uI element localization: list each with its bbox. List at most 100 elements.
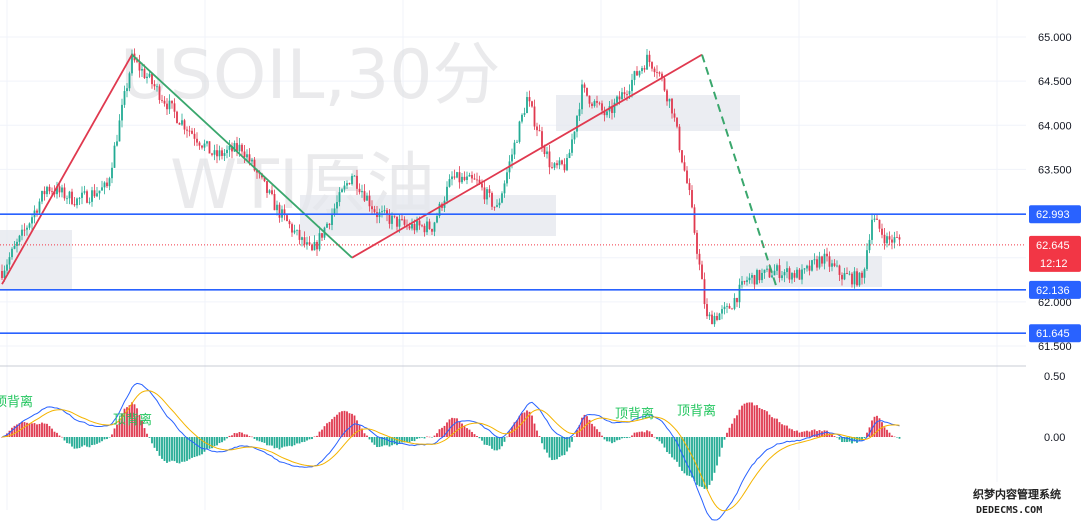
candle-body [41, 191, 43, 202]
candle-body [216, 150, 218, 157]
candle-body [163, 100, 166, 104]
macd-histogram-bar [96, 437, 98, 444]
macd-histogram-bar [76, 437, 78, 449]
candle-body [768, 268, 771, 278]
macd-histogram-bar [546, 437, 548, 453]
candle-body [208, 141, 211, 154]
candle-body [636, 71, 638, 76]
macd-histogram-bar [156, 437, 158, 451]
macd-histogram-bar [741, 405, 743, 437]
macd-histogram-bar [553, 437, 556, 460]
candle-body [371, 206, 373, 210]
macd-histogram-bar [178, 437, 181, 464]
price-tick-label: 62.000 [1038, 297, 1072, 309]
candle-body [326, 223, 328, 228]
candle-body [573, 131, 576, 140]
candle-body [308, 242, 311, 245]
macd-line [1, 382, 900, 521]
candle-body [1, 270, 3, 279]
candle-body [868, 239, 871, 251]
macd-histogram-bar [73, 437, 76, 449]
candle-body [431, 228, 433, 232]
price-tick-label: 65.000 [1038, 32, 1072, 44]
candle-body [283, 209, 286, 216]
candle-body [3, 270, 6, 279]
candle-body [268, 190, 271, 193]
countdown-label: 12:12 [1040, 258, 1068, 270]
macd-histogram-bar [133, 404, 136, 437]
candle-body [748, 277, 751, 281]
candle-body [736, 298, 738, 303]
candle-body [438, 203, 441, 217]
macd-histogram-bar [301, 437, 303, 443]
candle-body [178, 122, 181, 125]
macd-histogram-bar [888, 432, 891, 437]
candle-body [318, 233, 321, 250]
candle-body [98, 190, 101, 194]
candle-body [648, 54, 651, 63]
macd-histogram-bar [603, 437, 606, 440]
macd-histogram-bar [763, 410, 766, 437]
macd-histogram-bar [701, 437, 703, 487]
candle-body [321, 233, 323, 238]
macd-histogram-bar [243, 434, 246, 437]
candle-body [731, 308, 733, 310]
macd-histogram-bar [253, 437, 256, 439]
macd-histogram-bar [166, 437, 168, 463]
macd-histogram-bar [88, 437, 91, 448]
level-tag-label: 62.993 [1036, 209, 1070, 221]
candle-body [143, 68, 146, 79]
candle-body [253, 159, 256, 171]
candle-body [118, 120, 121, 142]
candle-body [141, 68, 143, 71]
macd-histogram-bar [866, 432, 868, 437]
candle-body [293, 230, 296, 233]
candle-body [836, 265, 838, 267]
macd-histogram-bar [276, 437, 278, 448]
macd-histogram-bar [501, 437, 503, 447]
macd-histogram-bar [568, 437, 571, 448]
candle-body [808, 265, 811, 271]
level-tag-label: 62.136 [1036, 285, 1070, 297]
candle-body [213, 150, 216, 155]
divergence-note: 顶背离 [113, 412, 152, 428]
candle-body [63, 187, 66, 199]
macd-histogram-bar [168, 437, 171, 462]
candle-body [463, 176, 466, 180]
macd-histogram-bar [68, 437, 71, 444]
footer-watermark: 织梦内容管理系统 DEDECMS.COM [968, 482, 1082, 519]
macd-histogram-bar [328, 421, 331, 437]
macd-histogram-bar [746, 402, 748, 437]
macd-histogram-bar [618, 437, 621, 440]
macd-histogram-bar [48, 426, 51, 437]
macd-histogram-bar [688, 437, 691, 476]
macd-histogram-bar [791, 429, 793, 437]
candle-body [153, 84, 156, 87]
candle-body [101, 187, 103, 191]
macd-histogram-bar [273, 437, 276, 449]
candle-body [263, 177, 266, 182]
candle-body [751, 275, 753, 278]
macd-histogram-bar [493, 437, 496, 451]
candle-body [631, 79, 633, 92]
candle-body [851, 273, 853, 285]
candle-body [66, 198, 68, 200]
candle-body [691, 190, 693, 208]
candle-body [103, 182, 106, 188]
candle-body [21, 229, 23, 236]
candle-body [116, 141, 118, 146]
macd-histogram-bar [383, 437, 386, 446]
macd-histogram-bar [843, 437, 846, 443]
macd-histogram-bar [321, 429, 323, 437]
candle-body [356, 175, 358, 189]
macd-histogram-bar [643, 432, 646, 437]
macd-histogram-bar [856, 437, 858, 443]
macd-histogram-bar [423, 437, 426, 439]
macd-histogram-bar [536, 430, 538, 437]
candle-body [711, 314, 713, 325]
candle-body [206, 141, 208, 144]
candle-body [351, 175, 353, 185]
macd-histogram-bar [668, 437, 671, 454]
candle-body [333, 208, 336, 215]
candle-body [8, 257, 11, 265]
